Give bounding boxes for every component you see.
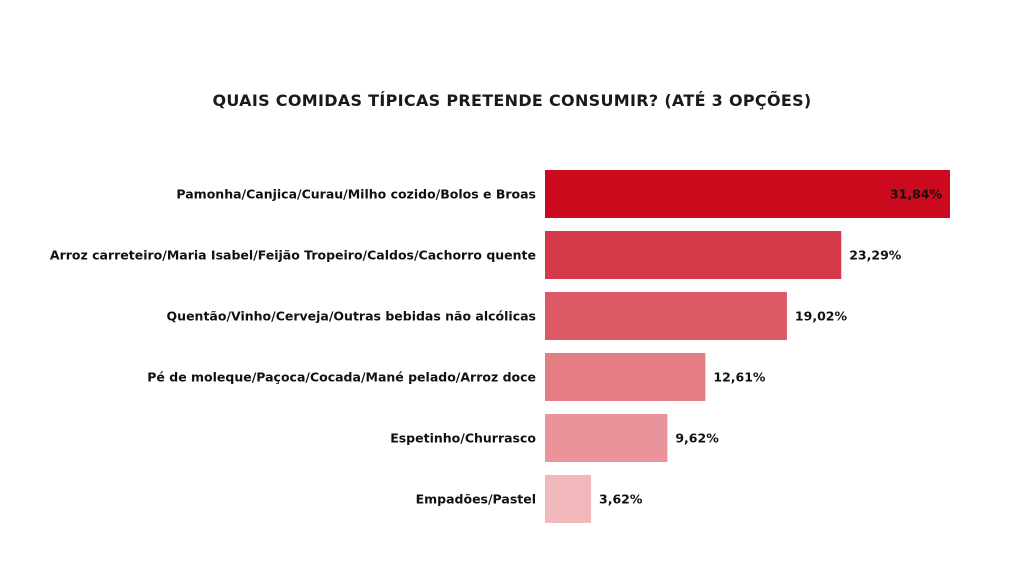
bar-5 [545,475,592,523]
value-label-1: 23,29% [849,248,902,263]
bar-2 [545,292,787,340]
bars-group: Pamonha/Canjica/Curau/Milho cozido/Bolos… [50,170,950,523]
category-label-3: Pé de moleque/Paçoca/Cocada/Mané pelado/… [147,370,536,385]
bar-3 [545,353,706,401]
bar-4 [545,414,668,462]
value-label-3: 12,61% [713,370,766,385]
category-label-0: Pamonha/Canjica/Curau/Milho cozido/Bolos… [176,187,536,202]
value-label-2: 19,02% [795,309,848,324]
bar-1 [545,231,842,279]
category-label-2: Quentão/Vinho/Cerveja/Outras bebidas não… [167,309,536,324]
value-label-5: 3,62% [599,492,643,507]
bar-0 [545,170,950,218]
category-label-1: Arroz carreteiro/Maria Isabel/Feijão Tro… [50,248,536,263]
category-label-4: Espetinho/Churrasco [390,431,536,446]
chart-title: QUAIS COMIDAS TÍPICAS PRETENDE CONSUMIR?… [212,91,811,110]
value-label-4: 9,62% [675,431,719,446]
category-label-5: Empadões/Pastel [416,492,536,507]
value-label-0: 31,84% [890,187,943,202]
